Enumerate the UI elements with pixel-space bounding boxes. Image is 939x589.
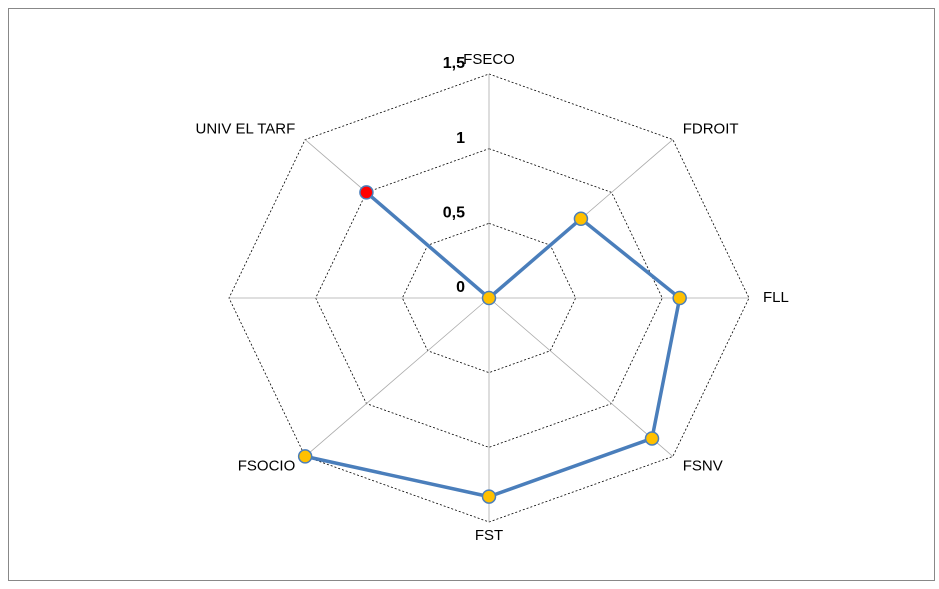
- y-tick-label: 0,5: [443, 205, 465, 222]
- series-marker: [644, 431, 660, 446]
- category-label: UNIV EL TARF: [196, 121, 296, 138]
- axis-spoke: [304, 297, 490, 457]
- y-tick-label: 1: [456, 130, 465, 147]
- series-marker: [481, 489, 497, 504]
- axis-spoke: [488, 297, 674, 457]
- grid-ring: [315, 148, 663, 448]
- series-marker: [297, 449, 313, 464]
- series-marker: [359, 185, 374, 200]
- category-label: FLL: [763, 289, 789, 306]
- series-line-close: [364, 190, 491, 300]
- category-label: FSOCIO: [238, 457, 296, 474]
- category-label: FSNV: [683, 457, 723, 474]
- category-label: FDROIT: [683, 121, 739, 138]
- series-marker: [481, 290, 497, 306]
- category-label: FSECO: [463, 51, 515, 68]
- y-tick-label: 1,5: [443, 55, 465, 72]
- category-label: FST: [475, 527, 503, 544]
- series-marker: [573, 211, 589, 227]
- y-tick-label: 0: [456, 279, 465, 296]
- chart-frame: [8, 8, 935, 581]
- series-marker: [672, 290, 687, 306]
- grid-ring: [401, 222, 577, 374]
